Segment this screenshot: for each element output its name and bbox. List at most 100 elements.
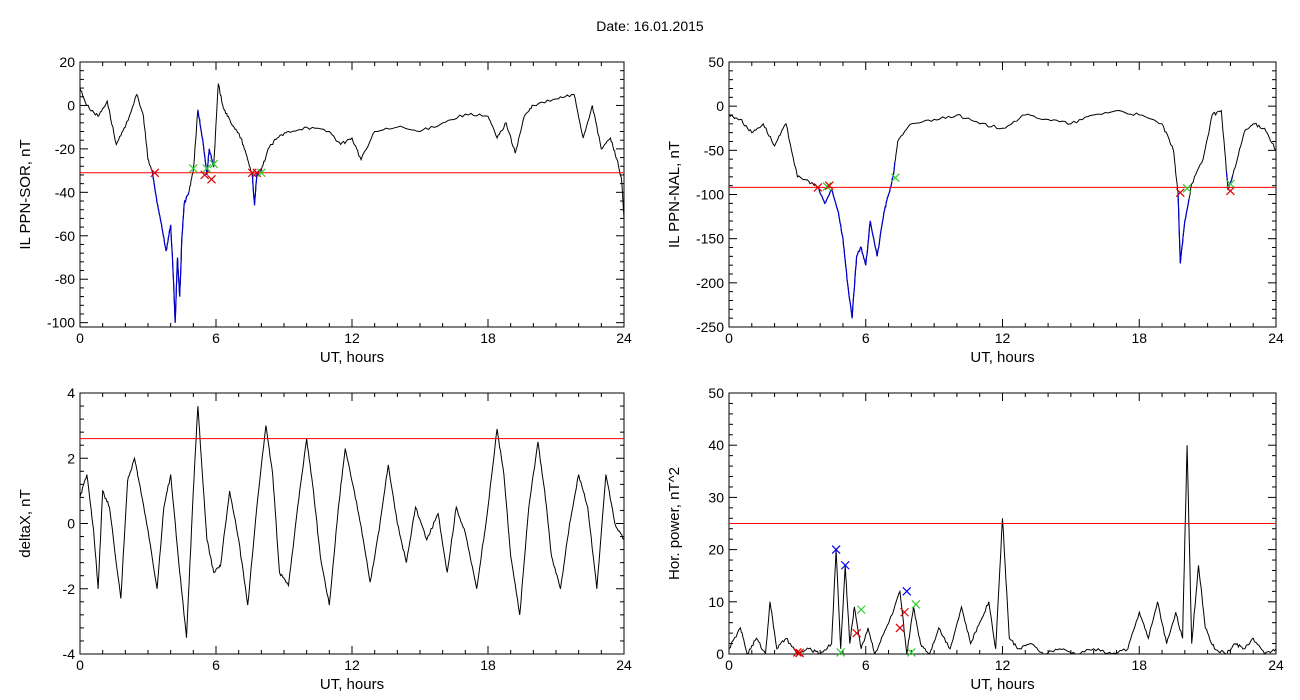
nal-ytick-label: -250 xyxy=(696,319,724,335)
sor-xlabel: UT, hours xyxy=(320,349,384,366)
power-marker xyxy=(906,648,916,657)
deltax-xtick-label: 12 xyxy=(344,657,360,673)
power-series-group xyxy=(729,445,1276,654)
power-marker xyxy=(900,607,909,617)
nal-highlight-segment xyxy=(817,162,896,319)
nal-highlight-segment xyxy=(1177,192,1190,264)
deltax-ylabel: deltaX, nT xyxy=(17,489,34,557)
nal-ytick-label: -150 xyxy=(696,231,724,247)
sor-ytick-label: -60 xyxy=(55,228,75,244)
sor-xtick-label: 6 xyxy=(212,330,220,346)
nal-xtick-label: 0 xyxy=(725,330,733,346)
sor-xtick-label: 18 xyxy=(480,330,496,346)
nal-xlabel: UT, hours xyxy=(970,349,1034,366)
nal-marker xyxy=(1225,186,1235,196)
sor-ytick-label: -40 xyxy=(55,184,75,200)
nal-xtick-label: 12 xyxy=(995,330,1011,346)
power-xtick-label: 24 xyxy=(1268,657,1284,673)
nal-axes-frame xyxy=(728,61,1277,328)
sor-xtick-label: 24 xyxy=(616,330,632,346)
sor-ytick-label: -80 xyxy=(55,271,75,287)
nal-marker xyxy=(824,181,834,191)
power-marker xyxy=(836,648,846,657)
deltax-ytick-label: -4 xyxy=(63,646,76,662)
power-ytick-label: 30 xyxy=(708,489,724,505)
deltax-series-line xyxy=(80,406,624,638)
power-marker xyxy=(856,605,866,615)
deltax-ytick-label: -2 xyxy=(63,581,76,597)
power-marker xyxy=(840,560,850,570)
power-ytick-label: 40 xyxy=(708,437,724,453)
nal-xtick-label: 6 xyxy=(862,330,870,346)
deltax-ytick-label: 0 xyxy=(67,516,75,532)
power-marker xyxy=(792,648,802,657)
figure-title: Date: 16.01.2015 xyxy=(596,18,704,34)
nal-ylabel: IL PPN-NAL, nT xyxy=(666,141,683,248)
nal-ytick-label: 0 xyxy=(716,98,724,114)
nal-marker xyxy=(1225,179,1235,189)
nal-marker xyxy=(890,173,900,183)
nal-ytick-label: -100 xyxy=(696,187,724,203)
sor-marker xyxy=(200,170,210,180)
nal-ytick-label: -200 xyxy=(696,275,724,291)
power-ytick-label: 20 xyxy=(708,542,724,558)
sor-ytick-label: -100 xyxy=(47,315,75,331)
power-series-line xyxy=(729,445,1276,654)
sor-marker xyxy=(256,168,266,178)
sor-marker xyxy=(188,164,198,173)
nal-ytick-label: 50 xyxy=(708,54,724,70)
sor-marker xyxy=(150,168,160,178)
nal-marker xyxy=(813,183,823,192)
sor-xtick-label: 12 xyxy=(344,330,360,346)
power-marker xyxy=(895,623,905,633)
sor-ytick-label: 20 xyxy=(59,54,75,70)
nal-xtick-label: 24 xyxy=(1268,330,1284,346)
deltax-xtick-label: 24 xyxy=(616,657,632,673)
nal-xtick-label: 18 xyxy=(1131,330,1147,346)
nal-marker xyxy=(1182,183,1192,193)
deltax-xtick-label: 0 xyxy=(76,657,84,673)
deltax-axes-frame xyxy=(79,392,625,655)
nal-marker xyxy=(1175,188,1185,198)
panel-sor: 0 6 12 18 24 20 0 -20 -40 -60 -80 -100 UT, hours IL P… xyxy=(17,54,632,366)
power-marker xyxy=(852,628,862,638)
power-marker xyxy=(902,586,912,596)
sor-marker xyxy=(202,164,212,173)
deltax-xlabel: UT, hours xyxy=(320,676,384,693)
panel-nal: 0 6 12 18 24 50 0 -50 -100 -150 -200 -250 UT, hours I… xyxy=(666,54,1284,366)
power-xtick-label: 6 xyxy=(862,657,870,673)
power-xlabel: UT, hours xyxy=(970,676,1034,693)
deltax-xtick-label: 6 xyxy=(212,657,220,673)
deltax-series-group xyxy=(80,406,624,638)
sor-ytick-label: 0 xyxy=(67,97,75,113)
power-ytick-label: 10 xyxy=(708,594,724,610)
nal-series-line xyxy=(729,109,1276,319)
sor-ylabel: IL PPN-SOR, nT xyxy=(17,139,34,249)
sor-ytick-label: -20 xyxy=(55,141,75,157)
panel-deltax: 0 6 12 18 24 4 2 0 -2 -4 UT, hours deltaX, nT xyxy=(17,385,632,693)
panel-power: 0 6 12 18 24 0 10 20 30 40 50 UT, hours Hor. power, … xyxy=(666,385,1284,693)
power-xtick-label: 12 xyxy=(995,657,1011,673)
sor-series-line xyxy=(80,83,624,323)
power-marker xyxy=(795,648,805,658)
nal-series-group xyxy=(729,109,1276,319)
power-marker xyxy=(911,599,921,609)
power-ytick-label: 50 xyxy=(708,385,724,401)
power-ylabel: Hor. power, nT^2 xyxy=(666,467,683,580)
deltax-xtick-label: 18 xyxy=(480,657,496,673)
sor-marker xyxy=(209,159,219,169)
sor-xtick-label: 0 xyxy=(76,330,84,346)
power-ytick-label: 0 xyxy=(716,646,724,662)
deltax-ytick-label: 4 xyxy=(67,385,75,401)
sor-marker xyxy=(207,174,216,184)
sor-highlight-segment xyxy=(197,109,215,176)
power-marker xyxy=(831,545,841,555)
nal-ytick-label: -50 xyxy=(704,142,724,158)
sor-highlight-segment xyxy=(151,172,190,323)
deltax-ytick-label: 2 xyxy=(67,450,75,466)
power-xtick-label: 0 xyxy=(725,657,733,673)
power-xtick-label: 18 xyxy=(1131,657,1147,673)
nal-marker xyxy=(822,182,832,191)
sor-series-group xyxy=(80,83,624,323)
